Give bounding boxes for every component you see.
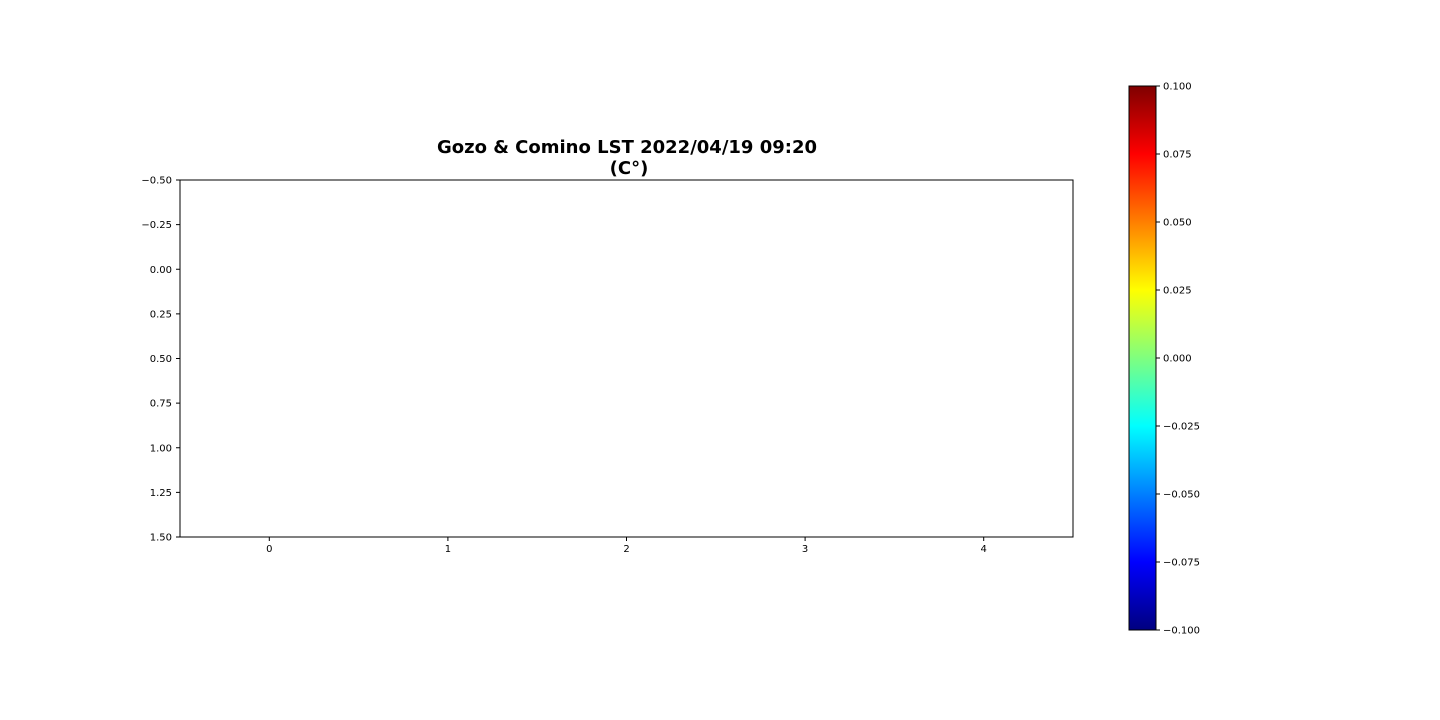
colorbar-tick-label: 0.000 — [1163, 354, 1192, 365]
y-tick-label: 0.50 — [150, 354, 172, 365]
colorbar-tick-label: −0.025 — [1163, 422, 1200, 433]
colorbar-tick-label: 0.075 — [1163, 150, 1192, 161]
x-tick-label: 3 — [802, 544, 808, 555]
colorbar-gradient — [1129, 86, 1156, 630]
y-tick-label: 0.00 — [150, 265, 172, 276]
y-axis: −0.50 −0.25 0.00 0.25 0.50 0.75 1.00 1.25 1.50 — [141, 176, 180, 544]
y-tick-label: 1.50 — [150, 533, 172, 544]
colorbar-tick-label: −0.075 — [1163, 558, 1200, 569]
colorbar-tick-label: 0.100 — [1163, 82, 1192, 93]
y-tick-label: 1.25 — [150, 488, 172, 499]
chart-title-line2: (C°) — [610, 158, 649, 179]
x-axis: 0 1 2 3 4 — [266, 537, 987, 555]
x-tick-label: 1 — [445, 544, 451, 555]
chart-title-line1: Gozo & Comino LST 2022/04/19 09:20 — [437, 137, 817, 158]
x-tick-label: 0 — [266, 544, 272, 555]
chart-title: Gozo & Comino LST 2022/04/19 09:20 (C°) — [437, 137, 817, 179]
colorbar-tick-label: 0.025 — [1163, 286, 1192, 297]
y-tick-label: 0.25 — [150, 309, 172, 320]
colorbar-tick-label: 0.050 — [1163, 218, 1192, 229]
colorbar: −0.100 −0.075 −0.050 −0.025 0.000 0.025 0.050 0… — [1128, 82, 1200, 637]
colorbar-ticks: −0.100 −0.075 −0.050 −0.025 0.000 0.025 0.050 0… — [1156, 82, 1200, 637]
colorbar-tick-label: −0.100 — [1163, 626, 1200, 637]
plot-area — [179, 179, 1074, 538]
x-tick-label: 2 — [623, 544, 629, 555]
y-tick-label: −0.25 — [141, 220, 172, 231]
y-tick-label: −0.50 — [141, 176, 172, 187]
y-tick-label: 1.00 — [150, 443, 172, 454]
y-tick-label: 0.75 — [150, 399, 172, 410]
colorbar-tick-label: −0.050 — [1163, 490, 1200, 501]
x-tick-label: 4 — [981, 544, 987, 555]
